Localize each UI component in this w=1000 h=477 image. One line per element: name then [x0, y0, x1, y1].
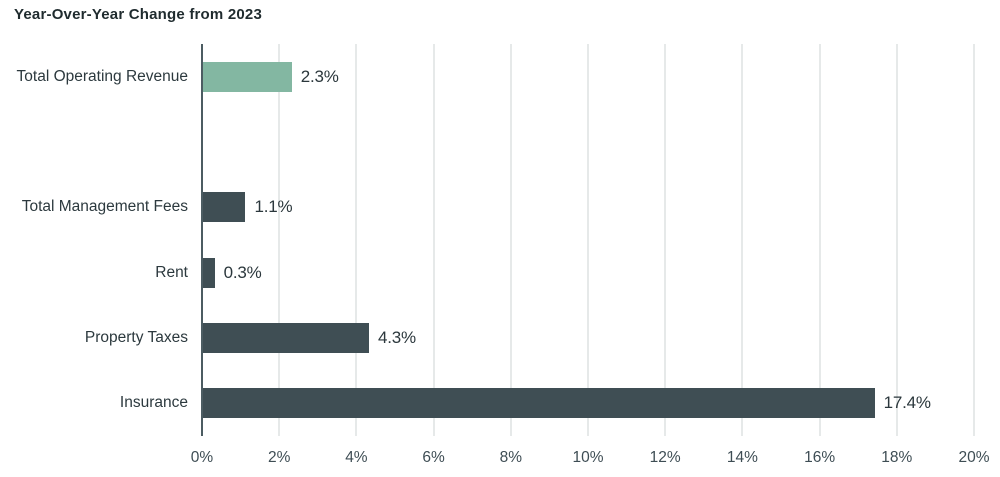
gridline-4: [355, 44, 358, 436]
gridline-8: [509, 44, 512, 436]
category-label-rent: Rent: [155, 263, 188, 281]
x-tick-label-20: 20%: [958, 449, 990, 466]
value-label-rent: 0.3%: [223, 262, 262, 282]
category-label-property-taxes: Property Taxes: [84, 329, 188, 346]
gridline-2: [278, 44, 281, 436]
bar-insurance: [203, 388, 875, 419]
gridline-18: [895, 44, 898, 436]
plot-area: 2.3% 1.1% 0.3% 4.3% 17.4%: [201, 44, 975, 436]
x-tick-label-2: 2%: [267, 449, 291, 466]
gridline-14: [741, 44, 744, 436]
gridline-6: [432, 44, 435, 436]
x-tick-label-12: 12%: [649, 449, 681, 466]
gridline-20: [973, 44, 975, 436]
category-label-insurance: Insurance: [119, 394, 188, 412]
bar-property-taxes: [203, 323, 369, 353]
bar-total-management-fees: [203, 192, 246, 223]
x-tick-label-4: 4%: [345, 449, 368, 466]
value-label-insurance: 17.4%: [883, 393, 931, 413]
gridline-10: [587, 44, 589, 436]
x-tick-label-8: 8%: [499, 449, 522, 466]
bar-rent: [203, 257, 215, 288]
x-tick-label-6: 6%: [422, 449, 445, 466]
chart-title: Year-Over-Year Change from 2023: [14, 6, 262, 23]
x-tick-label-0: 0%: [190, 449, 214, 466]
category-label-total-management-fees: Total Management Fees: [21, 198, 188, 216]
y-axis-line: [201, 44, 203, 436]
category-labels-layer: Total Operating Revenue Total Management …: [0, 44, 188, 436]
value-label-property-taxes: 4.3%: [377, 328, 416, 347]
x-tick-label-18: 18%: [881, 449, 913, 466]
value-label-total-management-fees: 1.1%: [254, 197, 293, 217]
gridline-12: [664, 44, 667, 436]
x-tick-label-16: 16%: [804, 449, 836, 466]
x-tick-label-10: 10%: [572, 449, 604, 466]
x-tick-label-14: 14%: [726, 449, 758, 466]
bar-total-operating-revenue: [203, 61, 292, 92]
value-label-total-operating-revenue: 2.3%: [300, 66, 339, 86]
category-label-total-operating-revenue: Total Operating Revenue: [16, 67, 188, 85]
gridline-16: [818, 44, 821, 436]
